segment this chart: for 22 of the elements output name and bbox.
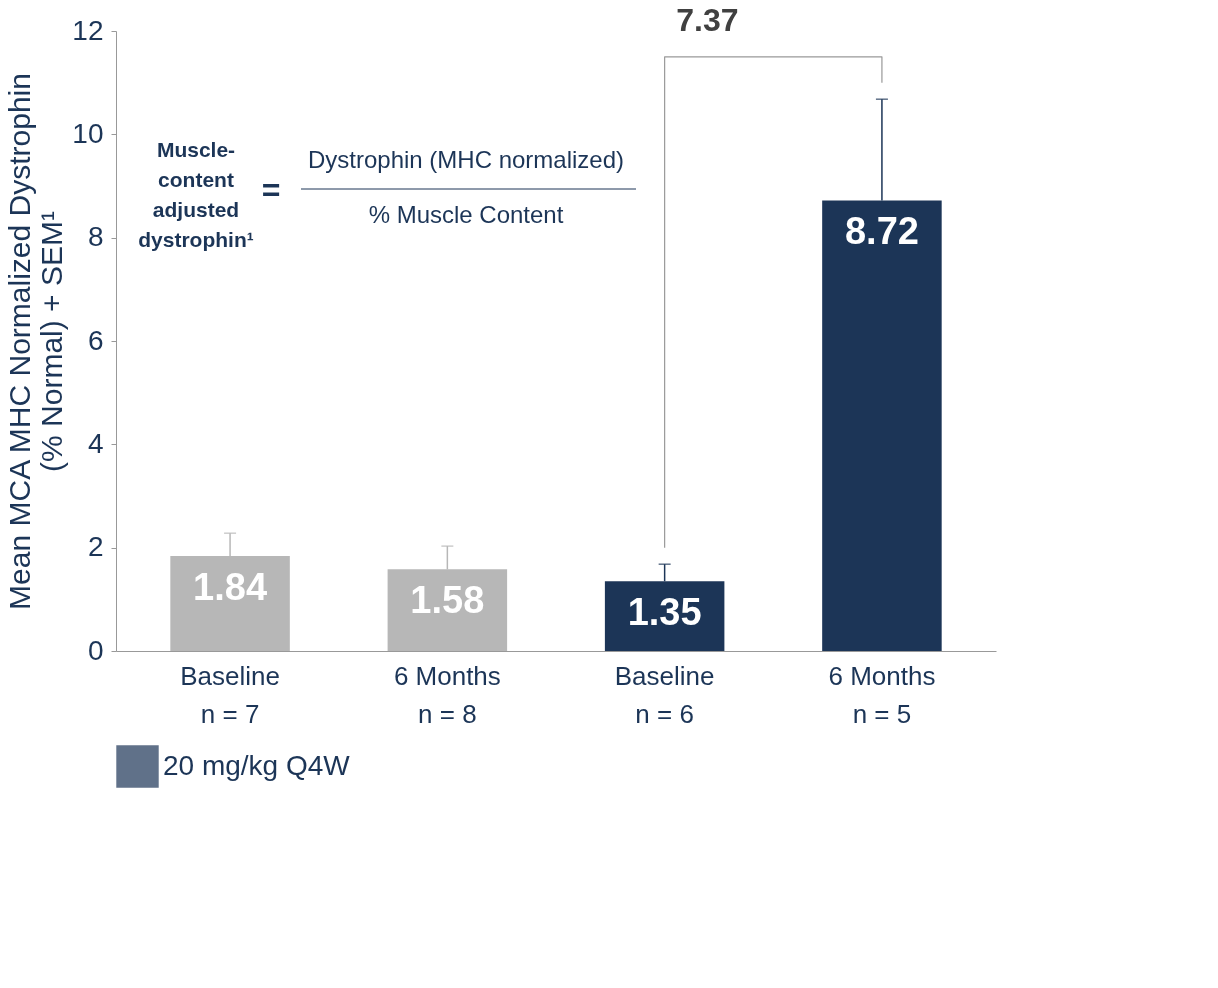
- x-tick-label: 6 Months n = 5: [828, 660, 936, 729]
- y-tick-label: 8: [87, 221, 104, 253]
- x-tick-label: Baseline n = 6: [614, 660, 715, 729]
- y-tick-label: 2: [87, 531, 104, 563]
- y-tick-label: 6: [87, 324, 104, 356]
- y-tick-label: 4: [87, 427, 104, 459]
- annotation: % Muscle Content: [368, 201, 564, 228]
- data-label: 1.35: [627, 591, 702, 634]
- annotation: 7.37: [676, 2, 739, 38]
- data-label: 1.58: [410, 579, 485, 622]
- annotation: Muscle- content adjusted dystrophin¹: [138, 138, 254, 251]
- legend-label: 20 mg/kg Q4W: [163, 749, 351, 781]
- annotation: Dystrophin (MHC normalized): [307, 146, 625, 173]
- data-label: 1.84: [193, 565, 268, 608]
- y-tick-label: 0: [87, 634, 104, 666]
- y-axis-title: Mean MCA MHC Normalized Dystrophin (% Normal) + SEM¹: [3, 73, 69, 610]
- x-tick-label: Baseline n = 7: [180, 660, 280, 729]
- data-label: 8.72: [844, 210, 919, 253]
- annotation: =: [261, 172, 281, 208]
- y-tick-label: 10: [72, 117, 104, 149]
- x-tick-label: 6 Months n = 8: [393, 660, 501, 729]
- y-tick-label: 12: [72, 14, 104, 46]
